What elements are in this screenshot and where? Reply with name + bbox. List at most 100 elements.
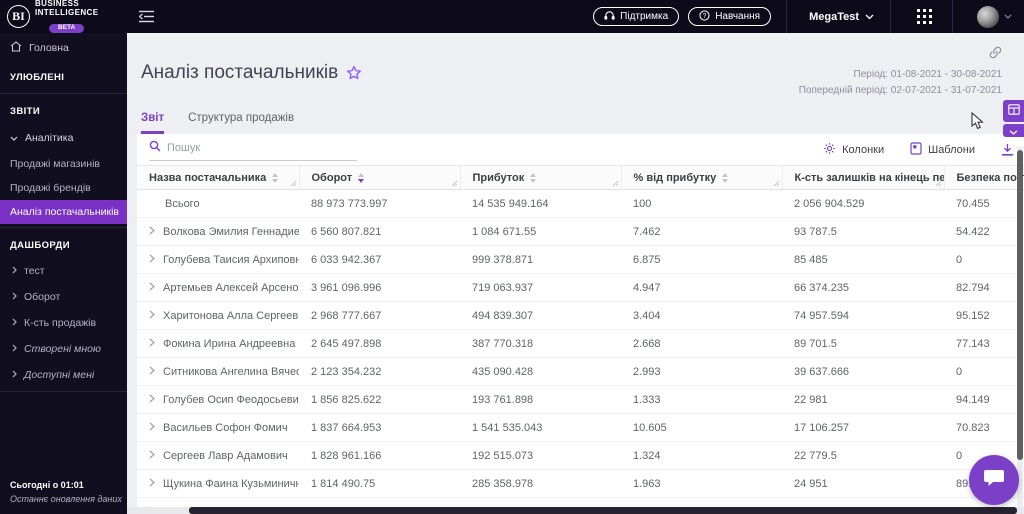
- expand-chevron-icon[interactable]: [149, 254, 155, 266]
- profit-cell[interactable]: 193 761.898: [460, 385, 621, 414]
- download-icon[interactable]: [1001, 143, 1014, 157]
- sidebar-item-dashboard[interactable]: Оборот: [0, 284, 127, 310]
- chevron-right-icon: [12, 317, 17, 329]
- search-icon: [149, 139, 161, 157]
- sort-icon[interactable]: [722, 172, 729, 183]
- turnover-cell[interactable]: 6 033 942.367: [299, 245, 460, 274]
- supplier-name: Голубева Таисия Архиповна: [163, 253, 299, 266]
- profit-cell[interactable]: 719 063.937: [460, 273, 621, 302]
- sidebar-item-home[interactable]: Головна: [0, 33, 127, 63]
- stock-cell[interactable]: 85 485: [782, 245, 944, 274]
- column-header[interactable]: Оборот: [299, 165, 461, 190]
- table-row: Щукина Фаина Кузьминична 1 814 490.75 285 …: [137, 469, 1024, 498]
- stock-cell[interactable]: 39 637.666: [782, 357, 944, 386]
- profit-cell[interactable]: 285 358.978: [460, 469, 621, 498]
- workspace-dropdown[interactable]: MegaTest: [799, 11, 884, 23]
- training-button[interactable]: ? Навчання: [688, 7, 772, 26]
- stock-cell[interactable]: 93 787.5: [782, 217, 944, 246]
- turnover-cell[interactable]: 1 828 961.166: [299, 441, 460, 470]
- safety-cell[interactable]: 0: [944, 357, 1024, 386]
- tab-report[interactable]: Звіт: [141, 112, 165, 134]
- tab-sales-structure[interactable]: Структура продажів: [188, 112, 295, 124]
- data-panel-button[interactable]: [1003, 100, 1024, 122]
- expand-chevron-icon[interactable]: [149, 226, 155, 238]
- sidebar-item[interactable]: Продажі магазинів: [10, 158, 101, 170]
- profit-cell[interactable]: 494 839.307: [460, 301, 621, 330]
- right-side-panel: [1003, 100, 1024, 137]
- search-input[interactable]: [167, 141, 357, 154]
- turnover-cell[interactable]: 2 645 497.898: [299, 329, 460, 358]
- chevron-right-icon: [12, 369, 17, 381]
- safety-cell[interactable]: 0: [944, 245, 1024, 274]
- column-header[interactable]: % від прибутку: [621, 165, 783, 190]
- sidebar-item[interactable]: Продажі брендів: [10, 182, 91, 194]
- profit-cell[interactable]: 387 770.318: [460, 329, 621, 358]
- safety-cell[interactable]: 54.422: [944, 217, 1024, 246]
- turnover-cell[interactable]: 1 837 664.953: [299, 413, 460, 442]
- column-header[interactable]: К-сть залишків на кінець періоду: [782, 165, 945, 190]
- stock-cell[interactable]: 66 374.235: [782, 273, 944, 302]
- expand-chevron-icon[interactable]: [149, 422, 155, 434]
- profit-cell[interactable]: 1 084 671.55: [460, 217, 621, 246]
- stock-cell[interactable]: 74 957.594: [782, 301, 944, 330]
- safety-cell[interactable]: 94.149: [944, 385, 1024, 414]
- safety-cell[interactable]: 82.794: [944, 273, 1024, 302]
- turnover-cell[interactable]: 1 814 490.75: [299, 469, 460, 498]
- chevron-right-icon: [12, 291, 17, 303]
- safety-cell[interactable]: 95.152: [944, 301, 1024, 330]
- turnover-cell[interactable]: 3 961 096.996: [299, 273, 460, 302]
- stock-cell[interactable]: 89 701.5: [782, 329, 944, 358]
- apps-grid-icon[interactable]: [903, 9, 946, 24]
- profit-cell[interactable]: 1 541 535.043: [460, 413, 621, 442]
- turnover-cell[interactable]: 2 968 777.667: [299, 301, 460, 330]
- columns-button[interactable]: Колонки: [823, 142, 884, 158]
- expand-chevron-icon[interactable]: [149, 478, 155, 490]
- turnover-cell[interactable]: 1 856 825.622: [299, 385, 460, 414]
- expand-chevron-icon[interactable]: [149, 394, 155, 406]
- stock-cell[interactable]: 17 106.257: [782, 413, 944, 442]
- profit-cell: 14 535 949.164: [460, 189, 621, 218]
- user-menu[interactable]: [965, 5, 1024, 28]
- chat-widget-button[interactable]: [969, 455, 1019, 505]
- panel-collapse-button[interactable]: [1003, 124, 1024, 137]
- vertical-scrollbar-thumb[interactable]: [1017, 150, 1023, 460]
- sort-icon[interactable]: [358, 172, 365, 183]
- sidebar-item-dashboard[interactable]: тест: [0, 258, 127, 284]
- pct-cell: 4.947: [621, 273, 782, 302]
- expand-chevron-icon[interactable]: [149, 450, 155, 462]
- expand-chevron-icon[interactable]: [149, 366, 155, 378]
- table-row: Васильев Софон Фомич 1 837 664.953 1 541 5…: [137, 413, 1024, 442]
- column-header[interactable]: Безпека постача: [944, 165, 1024, 190]
- stock-cell[interactable]: 24 951: [782, 469, 944, 498]
- sidebar-item[interactable]: Аналіз постачальників: [0, 200, 127, 224]
- copy-link-icon[interactable]: [989, 46, 1002, 65]
- column-header[interactable]: Назва постачальника: [137, 165, 300, 190]
- turnover-cell[interactable]: 2 123 354.232: [299, 357, 460, 386]
- expand-chevron-icon[interactable]: [149, 310, 155, 322]
- expand-chevron-icon[interactable]: [149, 338, 155, 350]
- favorite-star-icon[interactable]: [346, 65, 362, 81]
- profit-cell[interactable]: 999 378.871: [460, 245, 621, 274]
- support-button[interactable]: Підтримка: [593, 7, 680, 26]
- expand-chevron-icon[interactable]: [149, 282, 155, 294]
- sidebar-group-analytics[interactable]: Аналітика: [0, 124, 127, 152]
- safety-cell[interactable]: 70.823: [944, 413, 1024, 442]
- supplier-name: Волкова Эмилия Геннадиевна: [163, 225, 299, 238]
- horizontal-scrollbar-thumb[interactable]: [189, 507, 1017, 514]
- profit-cell[interactable]: 435 090.428: [460, 357, 621, 386]
- templates-button[interactable]: Шаблони: [910, 141, 975, 158]
- sidebar-item-dashboard[interactable]: К-сть продажів: [0, 310, 127, 336]
- stock-cell[interactable]: 22 981: [782, 385, 944, 414]
- horizontal-scrollbar: [127, 507, 1024, 514]
- safety-cell[interactable]: 77.143: [944, 329, 1024, 358]
- supplier-name: Всього: [165, 197, 200, 210]
- sort-icon[interactable]: [530, 172, 537, 183]
- stock-cell[interactable]: 22 779.5: [782, 441, 944, 470]
- sidebar-collapse-icon[interactable]: [139, 10, 154, 23]
- column-header[interactable]: Прибуток: [460, 165, 622, 190]
- profit-cell[interactable]: 192 515.073: [460, 441, 621, 470]
- sidebar-item-dashboard[interactable]: Доступні мені: [0, 362, 127, 388]
- sort-icon[interactable]: [272, 172, 279, 183]
- sidebar-item-dashboard[interactable]: Створені мною: [0, 336, 127, 362]
- turnover-cell[interactable]: 6 560 807.821: [299, 217, 460, 246]
